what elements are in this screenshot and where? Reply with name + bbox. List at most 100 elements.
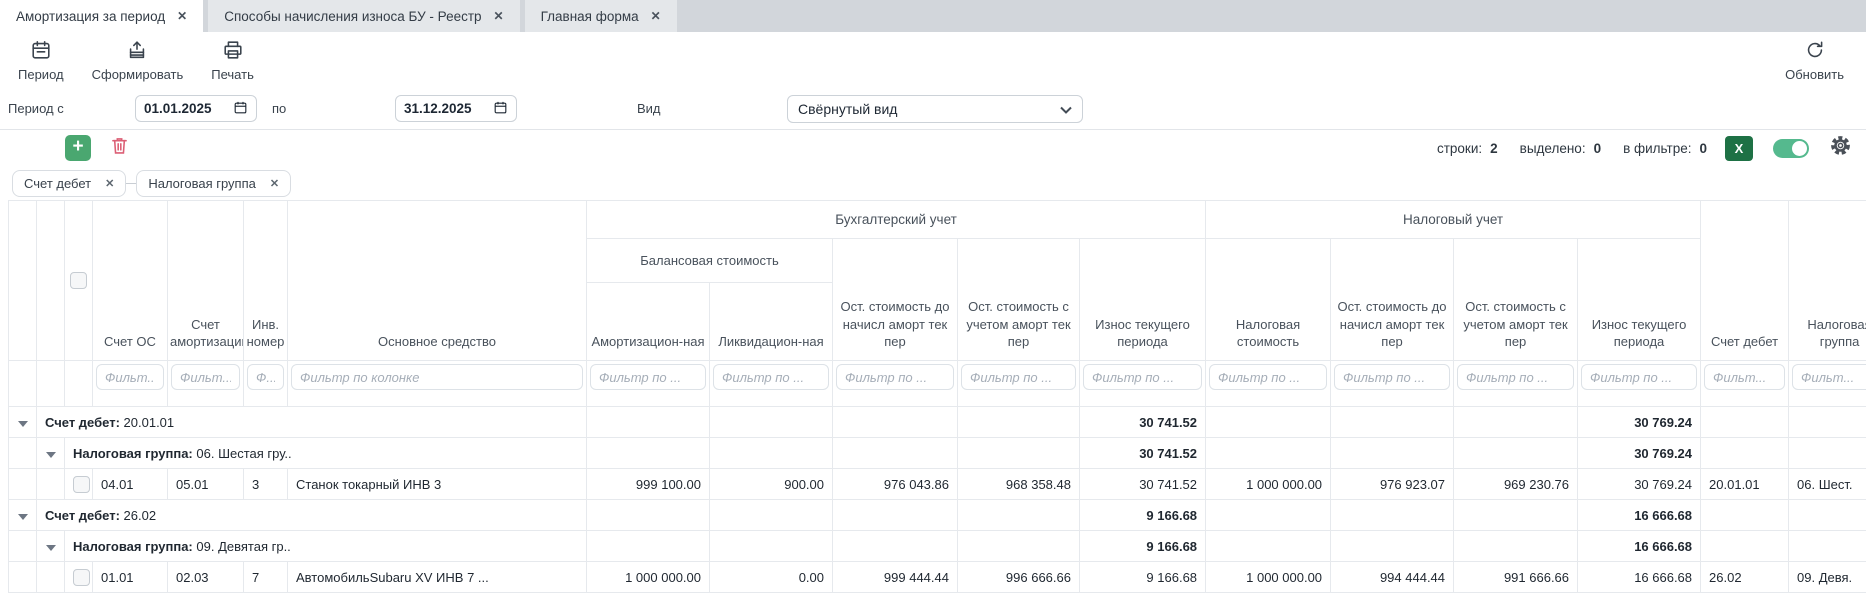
grid-counters: строки: 2 выделено: 0 в фильтре: 0 bbox=[1437, 141, 1707, 156]
period-button-label: Период bbox=[18, 66, 64, 82]
cell-schet-debet: 26.02 bbox=[1700, 561, 1790, 593]
tab-label: Амортизация за период bbox=[16, 8, 166, 24]
filter-input-nalog-gruppa[interactable] bbox=[1792, 364, 1866, 390]
calendar-icon[interactable] bbox=[493, 100, 508, 118]
settings-button[interactable] bbox=[1829, 134, 1852, 162]
refresh-button-label: Обновить bbox=[1785, 66, 1844, 82]
cell-schet-debet: 20.01.01 bbox=[1700, 468, 1790, 500]
add-row-button[interactable]: + bbox=[65, 135, 91, 161]
period-from-label: Период с bbox=[8, 101, 64, 116]
grid-toggle[interactable] bbox=[1773, 138, 1809, 158]
cell-bu-iznos-total: 9 166.68 bbox=[1078, 499, 1207, 531]
group-cell: Налоговая группа: 06. Шестая гру.. bbox=[64, 437, 587, 469]
col-header-schet-amort: Счет амортизации bbox=[167, 200, 244, 361]
close-icon[interactable]: ✕ bbox=[177, 9, 188, 23]
filter-bar: Период с 01.01.2025 по 31.12.2025 Вид Св… bbox=[0, 88, 1866, 130]
cell-bu-ost-s: 968 358.48 bbox=[957, 468, 1080, 500]
group-header-tax: Налоговый учет bbox=[1205, 200, 1702, 239]
filter-input-bu-ost-s[interactable] bbox=[961, 364, 1076, 390]
cell-nu-iznos: 16 666.68 bbox=[1577, 561, 1702, 593]
data-grid: Счет ОС Счет амортизации Инв. номер Осно… bbox=[8, 200, 1866, 593]
col-header-nalog-gruppa: Налоговая группа bbox=[1788, 200, 1866, 361]
calendar-icon[interactable] bbox=[233, 100, 248, 118]
tab-depreciation-methods[interactable]: Способы начисления износа БУ - Реестр ✕ bbox=[208, 0, 520, 32]
print-button[interactable]: Печать bbox=[211, 39, 254, 82]
cell-amortizacionnaya: 1 000 000.00 bbox=[586, 561, 710, 593]
group-cell: Счет дебет: 20.01.01 bbox=[36, 406, 587, 438]
filter-input-nu-ost-do[interactable] bbox=[1334, 364, 1451, 390]
header-select-all[interactable] bbox=[64, 200, 93, 361]
filter-row bbox=[8, 360, 1866, 407]
group-chip-schet-debet[interactable]: Счет дебет ✕ bbox=[12, 169, 127, 197]
gear-icon bbox=[1829, 134, 1852, 162]
period-button[interactable]: Период bbox=[18, 39, 64, 82]
col-header-nu-ost-do: Ост. стоимость до начисл аморт тек пер bbox=[1330, 238, 1455, 361]
chevron-down-icon bbox=[17, 420, 28, 427]
col-header-schet-debet: Счет дебет bbox=[1700, 200, 1790, 361]
period-from-input[interactable]: 01.01.2025 bbox=[135, 95, 257, 122]
period-from-value: 01.01.2025 bbox=[144, 101, 212, 116]
rows-count-label: строки: bbox=[1436, 140, 1483, 156]
group-header-accounting: Бухгалтерский учет bbox=[585, 200, 1207, 239]
filter-input-bu-ost-do[interactable] bbox=[836, 364, 954, 390]
table-row[interactable]: 01.01 02.03 7 АвтомобильSubaru XV ИНВ 7 … bbox=[8, 561, 1866, 593]
expander[interactable] bbox=[36, 530, 65, 562]
filter-input-schet-os[interactable] bbox=[96, 364, 164, 390]
close-icon[interactable]: ✕ bbox=[105, 177, 115, 190]
printer-icon bbox=[222, 39, 244, 64]
expander[interactable] bbox=[36, 437, 65, 469]
filter-input-schet-amort[interactable] bbox=[171, 364, 240, 390]
filter-input-nu-iznos[interactable] bbox=[1581, 364, 1698, 390]
report-export-icon bbox=[126, 39, 148, 64]
filter-input-schet-debet[interactable] bbox=[1704, 364, 1786, 390]
cell-bu-iznos: 9 166.68 bbox=[1078, 561, 1207, 593]
close-icon[interactable]: ✕ bbox=[650, 9, 661, 23]
group-row-level2: Налоговая группа: 09. Девятая гр.. 9 166… bbox=[8, 530, 1866, 562]
close-icon[interactable]: ✕ bbox=[269, 177, 280, 190]
row-checkbox[interactable] bbox=[64, 561, 93, 593]
close-icon[interactable]: ✕ bbox=[493, 9, 504, 23]
view-select-value: Свёрнутый вид bbox=[798, 100, 898, 117]
filter-input-amortizacionnaya[interactable] bbox=[590, 364, 706, 390]
cell-osnovnoe-sredstvo: Станок токарный ИНВ 3 bbox=[287, 468, 587, 500]
trash-icon bbox=[109, 135, 130, 161]
cell-inv-nomer: 3 bbox=[243, 468, 288, 500]
view-select[interactable]: Свёрнутый вид bbox=[787, 94, 1083, 123]
cell-bu-ost-do: 976 043.86 bbox=[832, 468, 958, 500]
filter-input-osnovnoe-sredstvo[interactable] bbox=[291, 364, 583, 390]
group-chip-nalog-gruppa[interactable]: Налоговая группа ✕ bbox=[136, 169, 292, 197]
filter-input-nu-ost-s[interactable] bbox=[1457, 364, 1575, 390]
period-to-input[interactable]: 31.12.2025 bbox=[395, 95, 517, 122]
expander[interactable] bbox=[8, 406, 37, 438]
cell-nu-ost-s: 991 666.66 bbox=[1453, 561, 1579, 593]
checkbox-icon[interactable] bbox=[73, 475, 90, 493]
cell-nalog-stoimost: 1 000 000.00 bbox=[1205, 561, 1332, 593]
expander[interactable] bbox=[8, 499, 37, 531]
cell-bu-ost-s: 996 666.66 bbox=[957, 561, 1080, 593]
cell-schet-amort: 05.01 bbox=[167, 468, 244, 500]
row-checkbox[interactable] bbox=[64, 468, 93, 500]
cell-osnovnoe-sredstvo: АвтомобильSubaru XV ИНВ 7 ... bbox=[287, 561, 587, 593]
generate-button[interactable]: Сформировать bbox=[92, 39, 183, 82]
table-row[interactable]: 04.01 05.01 3 Станок токарный ИНВ 3 999 … bbox=[8, 468, 1866, 500]
filter-input-likvidacionnaya[interactable] bbox=[713, 364, 829, 390]
grouping-chips-row: Счет дебет ✕ Налоговая группа ✕ bbox=[0, 166, 1866, 200]
refresh-button[interactable]: Обновить bbox=[1785, 39, 1844, 82]
tab-main-form[interactable]: Главная форма ✕ bbox=[524, 0, 677, 32]
filter-input-bu-iznos[interactable] bbox=[1083, 364, 1203, 390]
delete-row-button[interactable] bbox=[109, 135, 130, 161]
refresh-icon bbox=[1804, 39, 1826, 64]
checkbox-icon[interactable] bbox=[70, 272, 87, 290]
tab-amortization-period[interactable]: Амортизация за период ✕ bbox=[0, 0, 204, 32]
checkbox-icon[interactable] bbox=[73, 568, 90, 586]
filter-input-inv-nomer[interactable] bbox=[247, 364, 284, 390]
col-header-nalog-stoimost: Налоговая стоимость bbox=[1205, 238, 1332, 361]
filter-input-nalog-stoimost[interactable] bbox=[1209, 364, 1328, 390]
toggle-knob bbox=[1792, 140, 1807, 156]
group-row-level1: Счет дебет: 20.01.01 30 741.52 30 769.24 bbox=[8, 406, 1866, 438]
excel-export-button[interactable]: X bbox=[1725, 135, 1753, 161]
rows-count-value: 2 bbox=[1490, 140, 1498, 156]
cell-amortizacionnaya: 999 100.00 bbox=[586, 468, 710, 500]
cell-nu-ost-do: 976 923.07 bbox=[1330, 468, 1455, 500]
calendar-icon bbox=[30, 39, 52, 64]
